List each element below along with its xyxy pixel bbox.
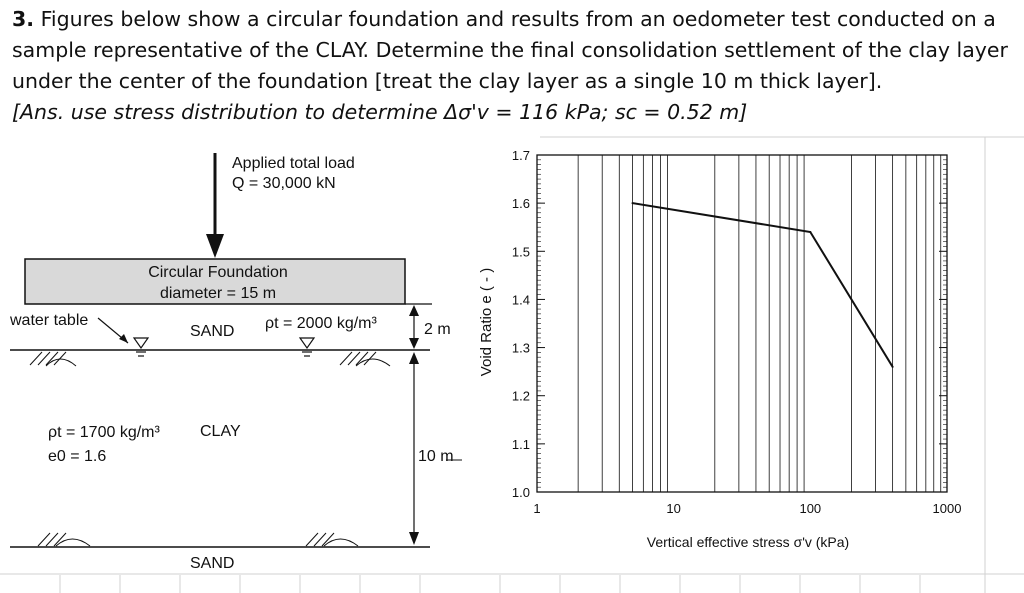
bottom-hatch-right <box>305 532 359 547</box>
chart-x-tick-label: 1 <box>533 501 540 516</box>
chart-y-tick-label: 1.4 <box>512 292 530 307</box>
dim-2m-arrow-bottom <box>409 338 419 349</box>
problem-answer: [Ans. use stress distribution to determi… <box>12 100 748 124</box>
chart-grid <box>577 155 942 492</box>
water-table-leader-arrowhead <box>119 334 128 343</box>
sand-bottom-label: SAND <box>190 555 234 572</box>
load-label-line2: Q = 30,000 kN <box>232 175 336 192</box>
chart-y-tick-label: 1.7 <box>512 148 530 163</box>
load-label-line1: Applied total load <box>232 155 355 172</box>
chart-y-tick-label: 1.5 <box>512 244 530 259</box>
chart-x-tick-label: 10 <box>666 501 680 516</box>
chart-y-tick-label: 1.1 <box>512 437 530 452</box>
water-table-symbol-right <box>298 337 316 357</box>
bottom-hatch-left <box>37 532 91 547</box>
background-grid-lines <box>0 136 1024 593</box>
oedometer-chart: 1.7 1.6 1.5 1.4 1.3 1.2 1.1 1.0 1 10 100 1000 Void… <box>478 148 961 550</box>
chart-data-point <box>631 202 634 205</box>
clay-density-label: ρt = 1700 kg/m³ <box>48 424 160 441</box>
dim-10m-label: 10 m <box>418 448 454 465</box>
chart-series <box>631 202 894 368</box>
chart-y-tick-label: 1.0 <box>512 485 530 500</box>
chart-y-tick-label: 1.3 <box>512 341 530 356</box>
chart-plot-frame <box>536 154 948 493</box>
chart-y-tick-label: 1.2 <box>512 389 530 404</box>
foundation-figure: Applied total load Q = 30,000 kN Circula… <box>9 153 462 572</box>
dim-10m-arrow-top <box>409 352 419 364</box>
clay-e0-label: e0 = 1.6 <box>48 448 106 465</box>
problem-text: 3. Figures below show a circular foundat… <box>12 4 1012 128</box>
problem-number: 3. <box>12 7 35 31</box>
clay-label: CLAY <box>200 423 241 440</box>
chart-x-ticks: 1 10 100 1000 <box>533 501 961 516</box>
chart-data-point <box>809 231 812 234</box>
interface-hatch-right <box>339 351 391 367</box>
dim-2m-arrow-top <box>409 305 419 316</box>
circular-foundation <box>24 258 406 305</box>
sand-density-label: ρt = 2000 kg/m³ <box>265 315 377 332</box>
problem-statement: Figures below show a circular foundation… <box>12 7 1008 93</box>
foundation-label-line2: diameter = 15 m <box>160 285 276 302</box>
chart-y-ticks: 1.7 1.6 1.5 1.4 1.3 1.2 1.1 1.0 <box>512 148 947 500</box>
chart-data-point <box>891 365 894 368</box>
chart-y-tick-label: 1.6 <box>512 196 530 211</box>
chart-y-axis-label: Void Ratio e ( - ) <box>478 268 495 376</box>
chart-x-tick-label: 100 <box>799 501 821 516</box>
sand-top-label: SAND <box>190 323 234 340</box>
interface-hatch-left <box>29 351 77 367</box>
water-table-symbol-left <box>132 337 150 357</box>
load-arrow-head <box>206 234 224 258</box>
chart-x-tick-label: 1000 <box>933 501 962 516</box>
problem-statement-paragraph: 3. Figures below show a circular foundat… <box>12 4 1012 97</box>
water-table-label: water table <box>9 312 88 329</box>
chart-x-axis-label: Vertical effective stress σ'v (kPa) <box>647 534 849 550</box>
chart-series-line <box>632 202 894 368</box>
dim-2m-label: 2 m <box>424 321 451 338</box>
dim-10m-arrow-bottom <box>409 532 419 545</box>
foundation-label-line1: Circular Foundation <box>148 264 288 281</box>
